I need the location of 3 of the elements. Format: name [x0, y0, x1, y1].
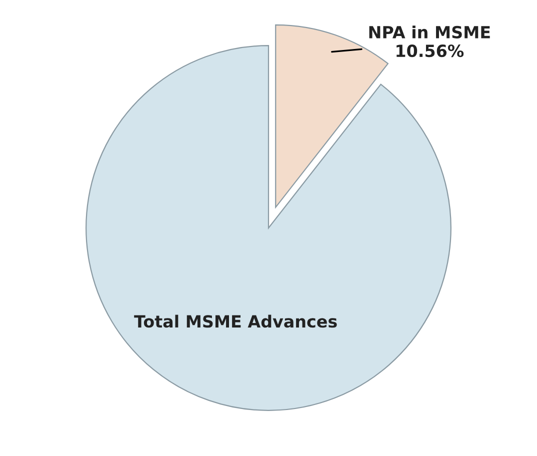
slice-label: NPA in MSME — [369, 26, 490, 38]
slice-label: Total MSME Advances — [134, 314, 337, 328]
data-label: 10.56% — [396, 44, 464, 58]
